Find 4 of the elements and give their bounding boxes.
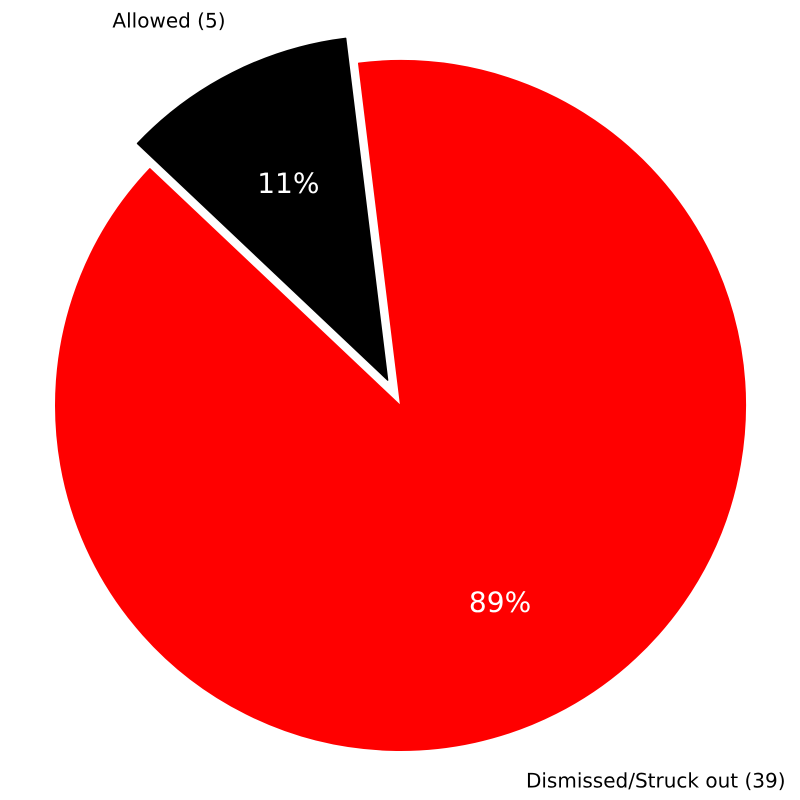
slice-label: Dismissed/Struck out (39) — [526, 768, 786, 792]
slice-label: Allowed (5) — [112, 8, 226, 32]
data-label: 11% — [257, 166, 320, 200]
data-label: 89% — [468, 586, 532, 620]
